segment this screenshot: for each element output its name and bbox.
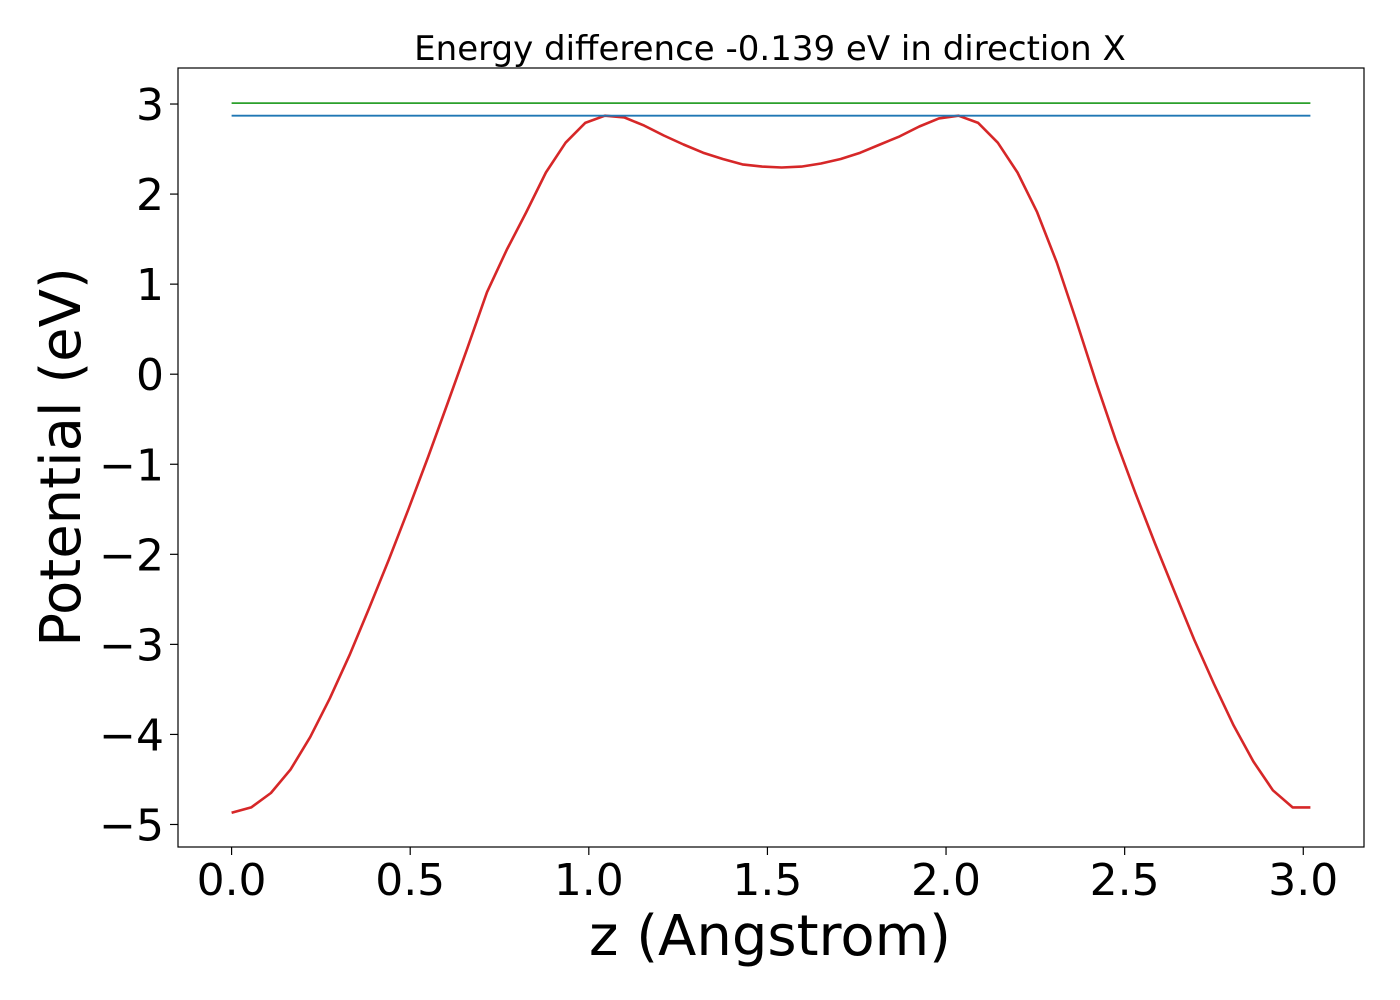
y-tick-label: −4 <box>99 710 164 761</box>
y-axis-ticks: 3 2 1 0 −1 −2 −3 −4 −5 <box>99 80 178 851</box>
x-tick-label: 2.5 <box>1090 855 1160 906</box>
series-layer <box>231 102 1311 815</box>
y-tick-label: −2 <box>99 530 164 581</box>
x-axis-label: z (Angstrom) <box>589 904 951 969</box>
y-tick-label: 0 <box>136 350 164 401</box>
series-line-0 <box>231 114 1311 815</box>
y-tick-label: 1 <box>136 260 164 311</box>
y-axis-label: Potential (eV) <box>29 267 94 647</box>
y-tick-label: −1 <box>99 440 164 491</box>
y-tick-label: −5 <box>99 800 164 851</box>
x-tick-label: 2.0 <box>911 855 981 906</box>
x-tick-label: 3.0 <box>1268 855 1338 906</box>
x-tick-label: 0.0 <box>197 855 267 906</box>
x-tick-label: 0.5 <box>375 855 445 906</box>
x-tick-label: 1.5 <box>732 855 802 906</box>
plot-frame <box>177 67 1365 848</box>
x-axis-ticks: 0.0 0.5 1.0 1.5 2.0 2.5 3.0 <box>197 847 1338 906</box>
y-tick-label: 2 <box>136 170 164 221</box>
chart-title: Energy difference -0.139 eV in direction… <box>414 29 1126 69</box>
y-tick-label: −3 <box>99 620 164 671</box>
y-tick-label: 3 <box>136 80 164 131</box>
x-tick-label: 1.0 <box>554 855 624 906</box>
